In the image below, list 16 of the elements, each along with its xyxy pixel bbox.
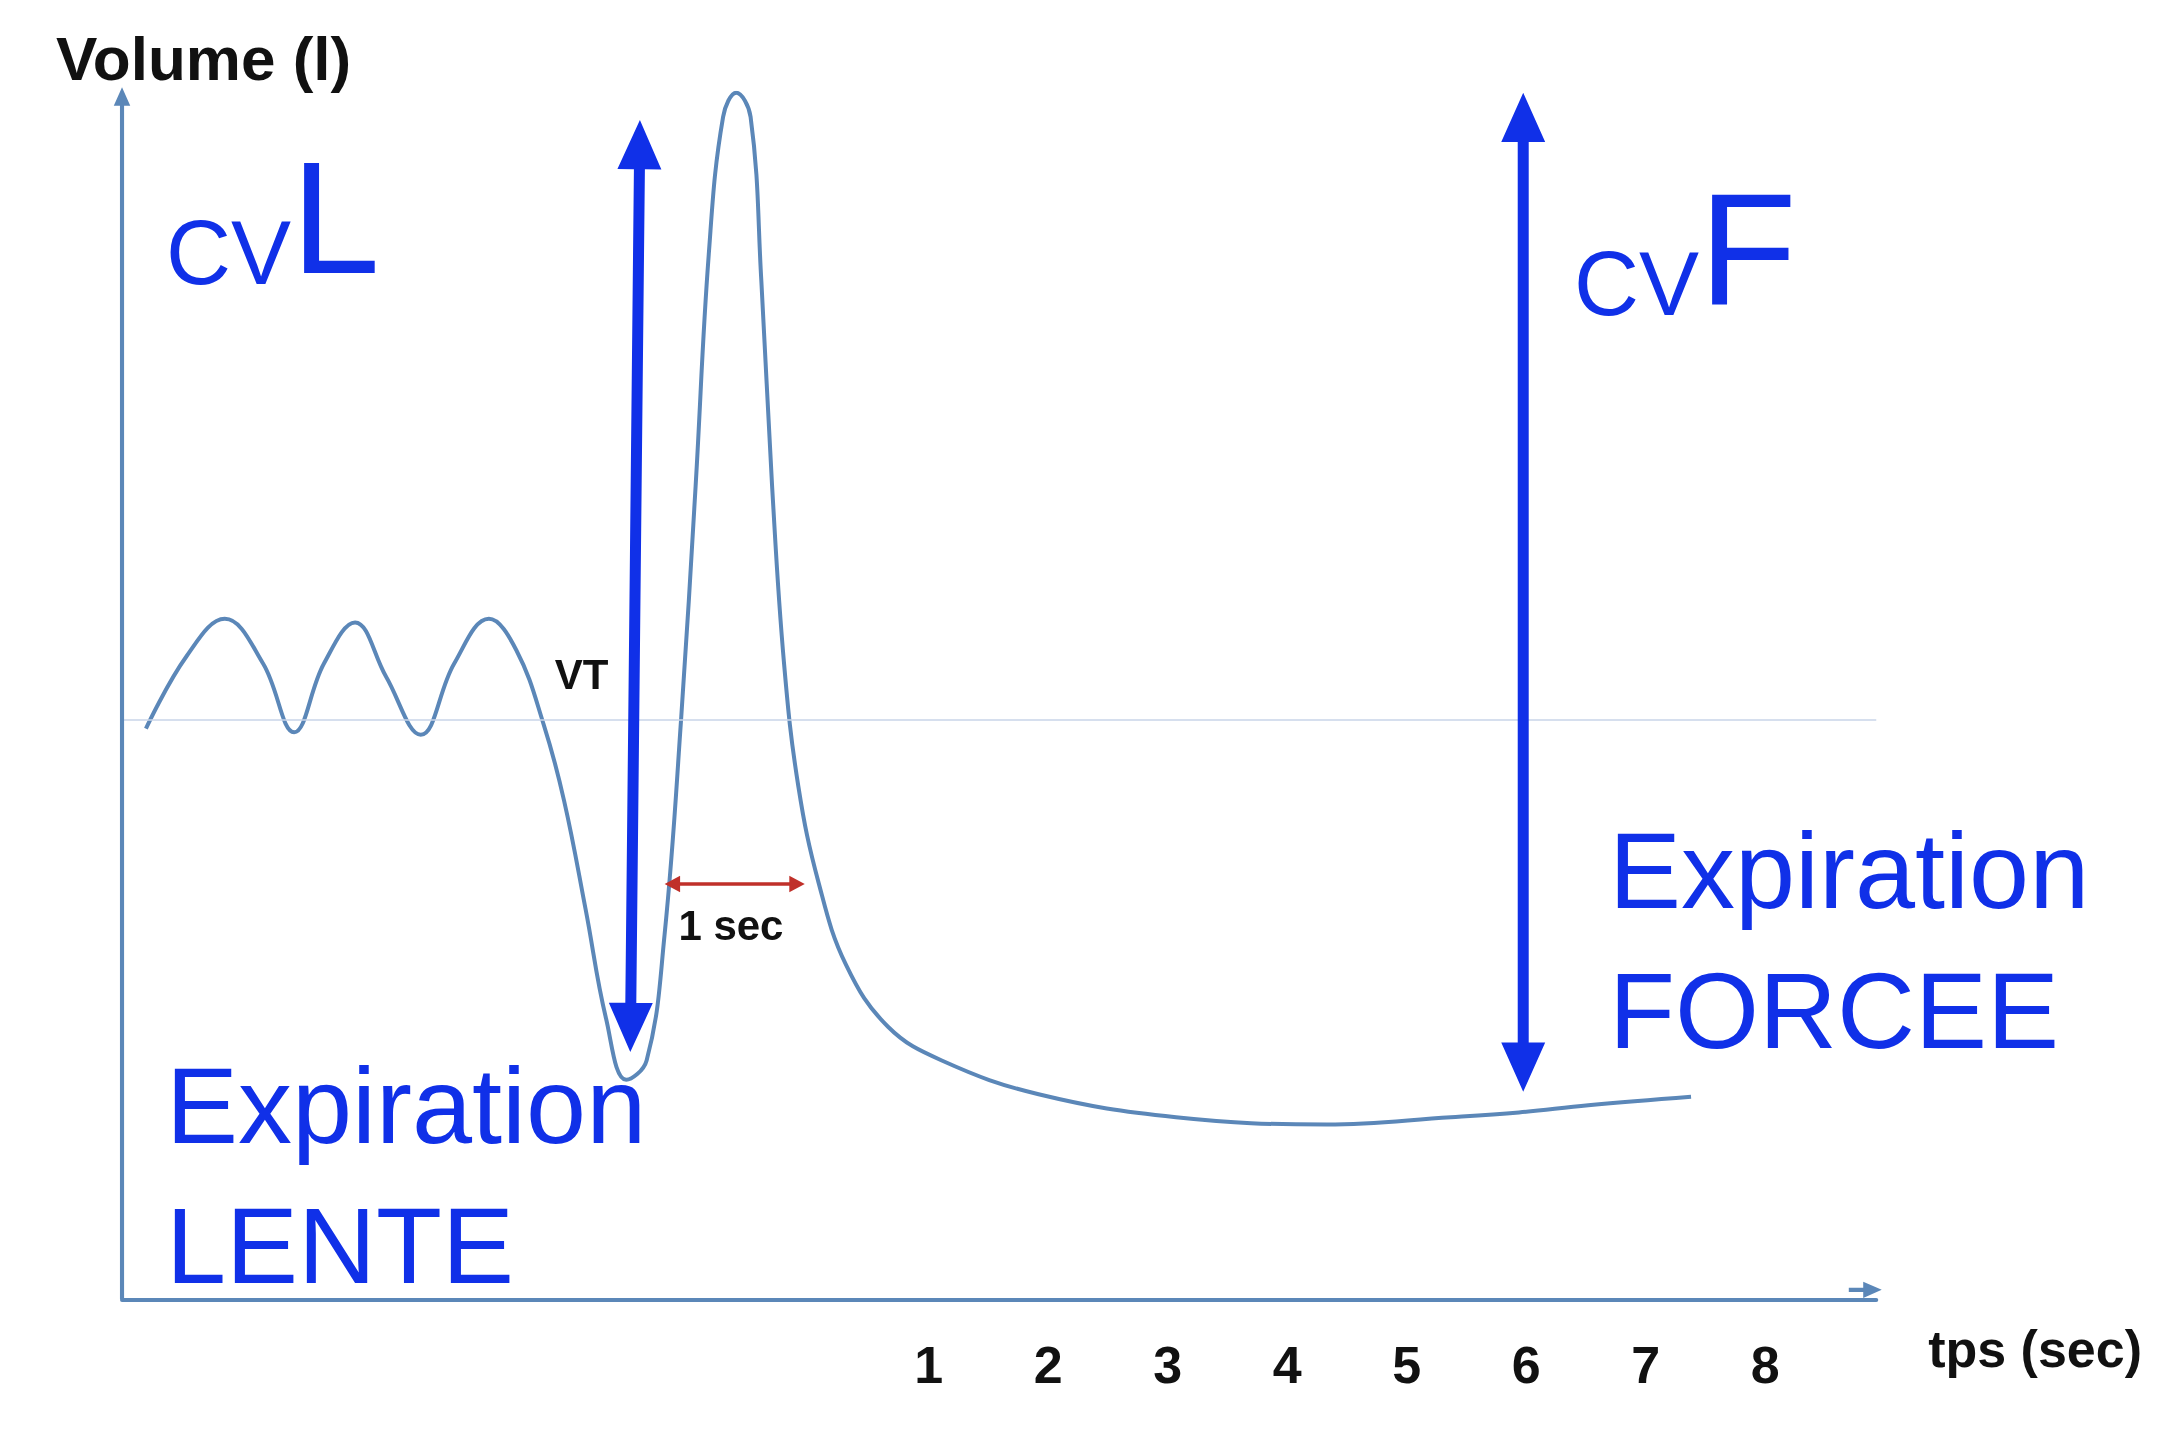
x-tick-label: 5: [1392, 1336, 1422, 1395]
x-tick-label: 6: [1511, 1336, 1541, 1395]
annotation: CVL: [165, 128, 380, 308]
annotation: CVF: [1574, 159, 1797, 339]
annotation: Expiration LENTE: [165, 1045, 647, 1307]
annotation: VT: [554, 650, 609, 698]
x-axis-title: tps (sec): [1928, 1319, 2142, 1378]
x-tick-label: 8: [1750, 1336, 1780, 1395]
x-tick-label: 2: [1033, 1336, 1063, 1395]
x-tick-label: 4: [1272, 1336, 1302, 1395]
x-tick-label: 3: [1153, 1336, 1183, 1395]
annotation: 1 sec: [678, 901, 784, 949]
annotation: Expiration FORCEE: [1608, 810, 2090, 1072]
x-tick-label: 7: [1631, 1336, 1661, 1395]
x-tick-label: 1: [914, 1336, 944, 1395]
y-axis-title: Volume (l): [56, 23, 352, 93]
